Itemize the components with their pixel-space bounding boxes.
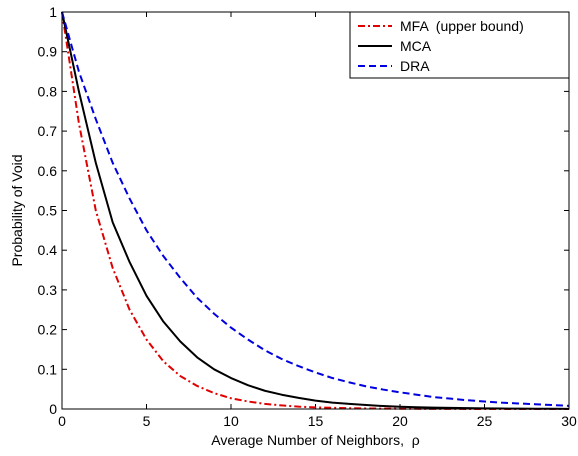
y-tick-label: 0.5 [38,203,58,219]
y-tick-label: 0.2 [38,322,58,338]
x-tick-label: 0 [58,413,66,429]
x-tick-label: 25 [477,413,493,429]
legend-label: MFA (upper bound) [400,18,524,34]
y-axis-label: Probability of Void [9,154,25,266]
legend: MFA (upper bound) MCA DRA [349,11,570,79]
x-tick-label: 20 [392,413,408,429]
y-tick-label: 0.6 [38,163,58,179]
x-axis-label: Average Number of Neighbors, ρ [211,432,420,448]
y-tick-label: 0.9 [38,44,58,60]
y-tick-label: 0.4 [38,242,58,258]
x-tick-label: 10 [223,413,239,429]
y-tick-label: 1 [49,4,57,20]
series-line-mca [61,11,570,410]
plot-area-frame [61,11,570,410]
x-axis-ticks: 0 5 10 15 20 25 30 [58,12,577,429]
legend-label: MCA [400,38,432,54]
y-tick-label: 0.8 [38,83,58,99]
y-tick-label: 0.3 [38,282,58,298]
x-tick-label: 30 [561,413,577,429]
legend-label: DRA [400,58,430,74]
y-tick-label: 0.1 [38,361,58,377]
y-tick-label: 0.7 [38,123,58,139]
y-axis-ticks: 0 0.1 0.2 0.3 0.4 0.5 0.6 0.7 0.8 0.9 1 [38,4,569,417]
y-tick-label: 0 [49,401,57,417]
series-line-dra [61,11,570,407]
x-tick-label: 5 [143,413,151,429]
x-tick-label: 15 [308,413,324,429]
